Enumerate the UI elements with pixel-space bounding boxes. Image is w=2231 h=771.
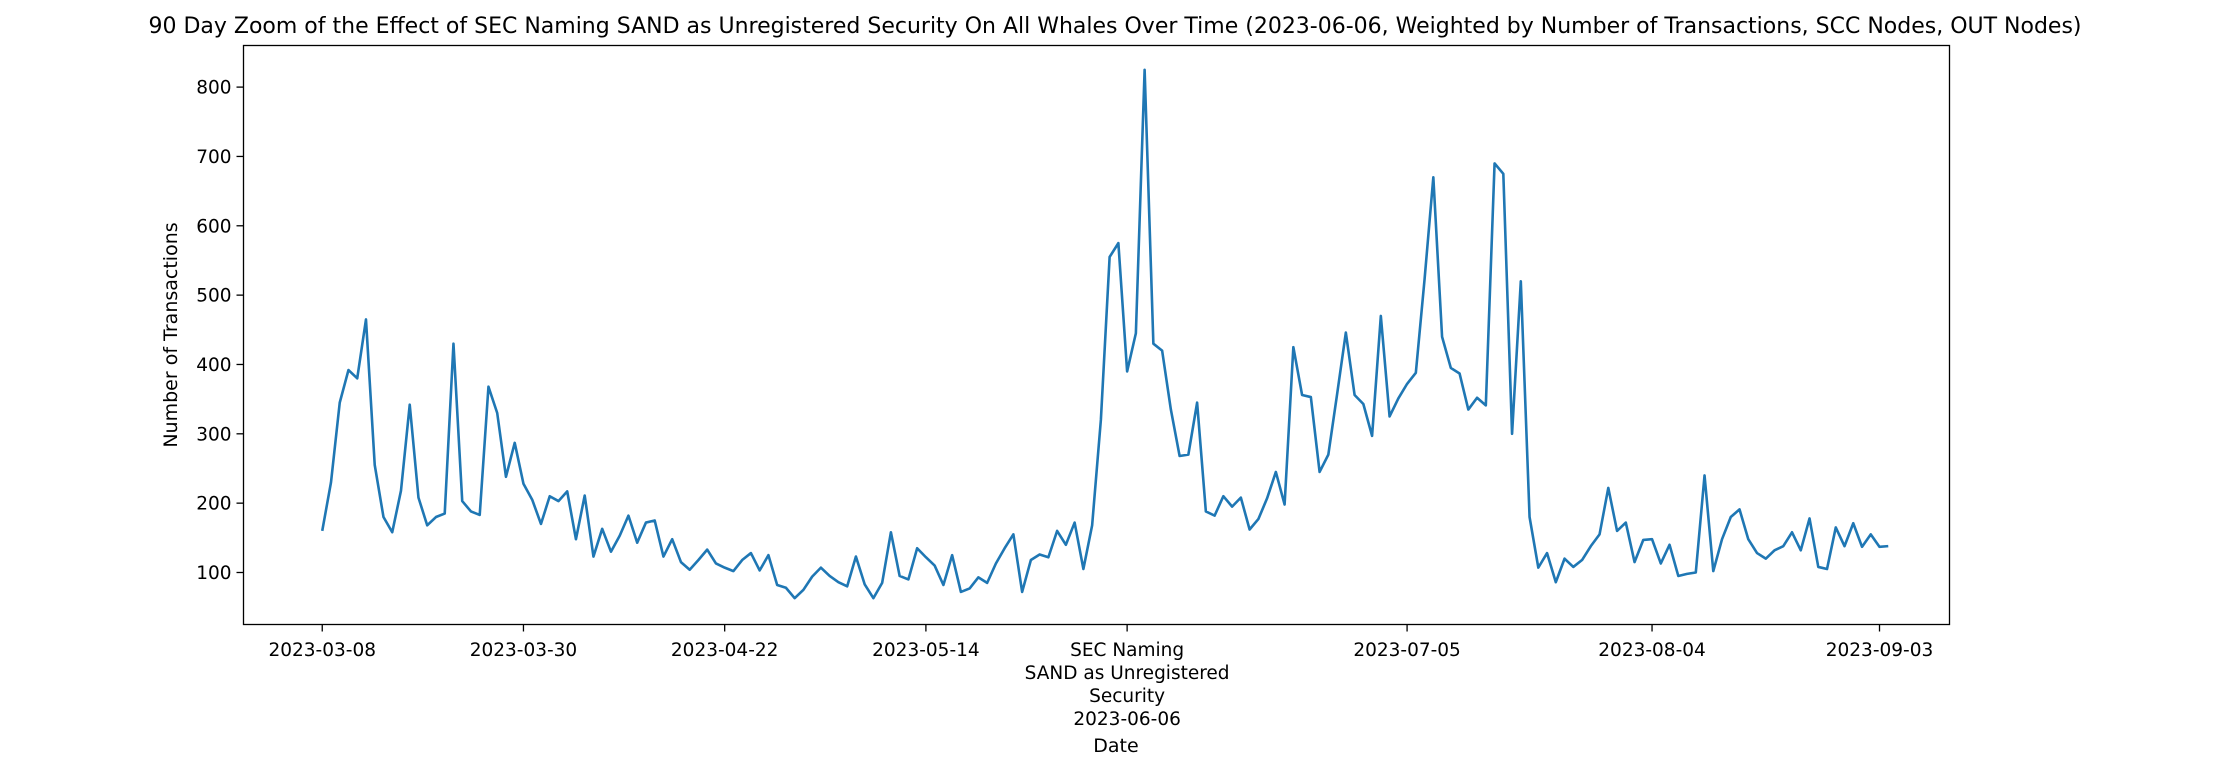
y-tick-label: 300 bbox=[196, 424, 231, 445]
x-tick-label: 2023-08-04 bbox=[1598, 640, 1706, 661]
plot-area-frame bbox=[242, 44, 1951, 626]
y-tick-label: 100 bbox=[196, 563, 231, 584]
y-tick-label: 800 bbox=[196, 78, 231, 99]
y-tick-label: 600 bbox=[196, 216, 231, 237]
x-tick-label: 2023-03-30 bbox=[470, 640, 578, 661]
x-tick-label: 2023-04-22 bbox=[671, 640, 779, 661]
x-tick-label: 2023-09-03 bbox=[1826, 640, 1934, 661]
y-tick-label: 400 bbox=[196, 355, 231, 376]
x-tick-label: SEC Naming SAND as Unregistered Security 20… bbox=[1025, 640, 1230, 730]
chart-title: 90 Day Zoom of the Effect of SEC Naming … bbox=[148, 14, 2081, 39]
series-line-all-whales bbox=[320, 68, 1889, 600]
x-axis-ticks: 2023-03-08 2023-03-30 2023-04-22 2023-05-14… bbox=[268, 624, 1934, 730]
y-tick-label: 200 bbox=[196, 494, 231, 515]
x-tick-label: 2023-07-05 bbox=[1353, 640, 1461, 661]
y-tick-label: 700 bbox=[196, 147, 231, 168]
y-axis-ticks: 100 200 300 400 500 600 700 800 bbox=[196, 78, 244, 584]
y-axis-label: Number of Transactions bbox=[160, 222, 182, 447]
x-axis-label: Date bbox=[1093, 735, 1138, 757]
y-tick-label: 500 bbox=[196, 286, 231, 307]
x-tick-label: 2023-05-14 bbox=[872, 640, 980, 661]
x-tick-label: 2023-03-08 bbox=[268, 640, 376, 661]
